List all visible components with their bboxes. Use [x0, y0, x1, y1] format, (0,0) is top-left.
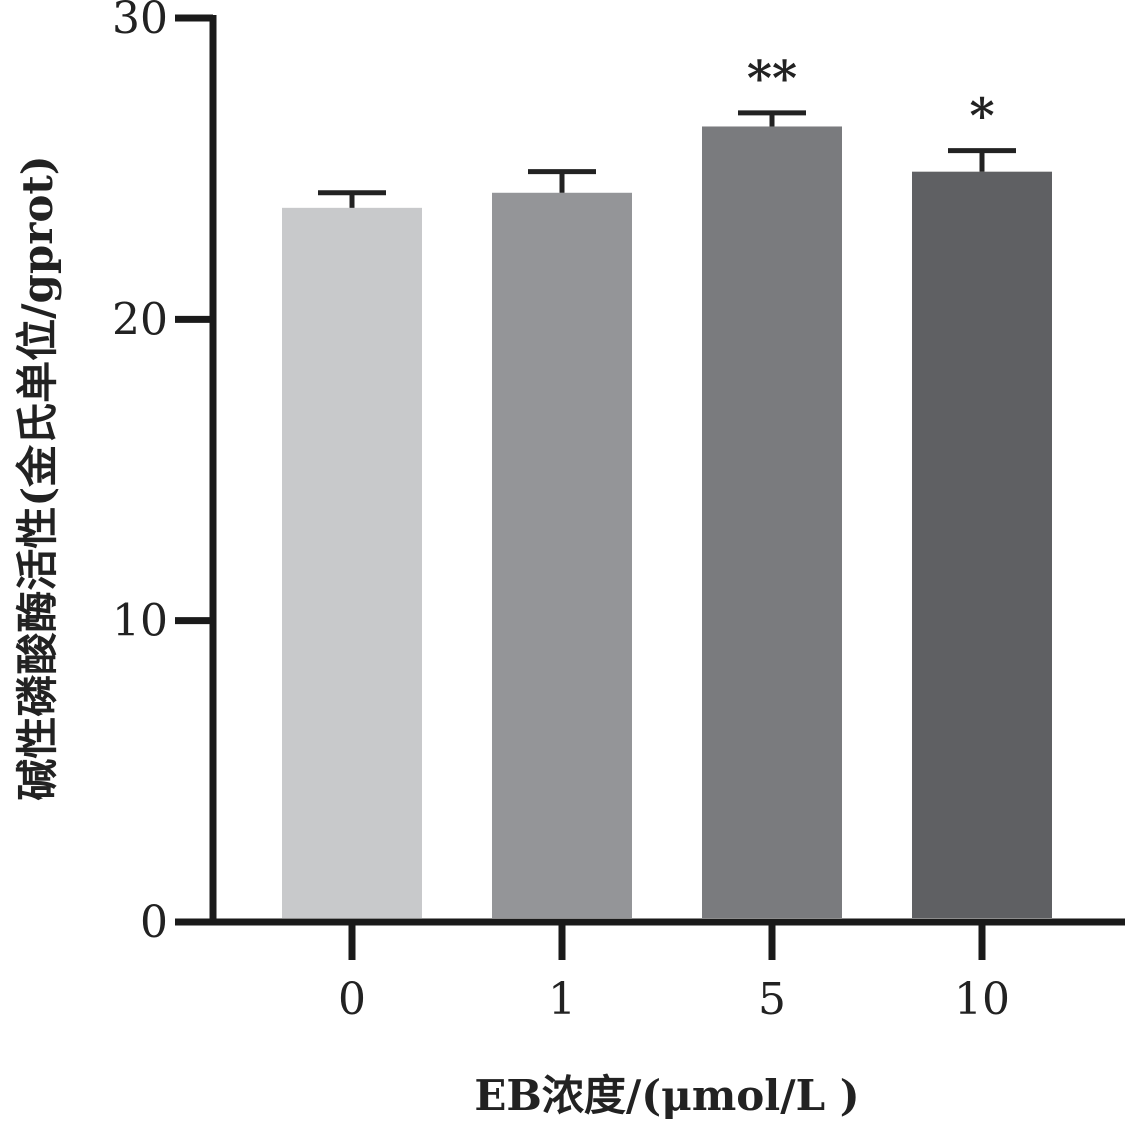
y-tick-label: 10 — [112, 596, 168, 647]
significance-label-10: * — [969, 89, 994, 145]
x-axis-title: EB浓度/(μmol/L ) — [474, 1071, 859, 1120]
bar-5 — [702, 126, 842, 919]
y-axis-title: 碱性磷酸酶活性(金氏单位/gprot) — [13, 155, 62, 800]
chart-ticks: 0 10 20 30 0 1 5 10 — [112, 0, 1010, 1025]
chart-axes — [175, 15, 1125, 926]
bar-1 — [492, 192, 632, 919]
x-tick-label: 1 — [548, 974, 576, 1025]
chart-marks: *** — [282, 51, 1052, 919]
y-tick-label: 20 — [112, 294, 168, 345]
x-tick-label: 10 — [954, 974, 1010, 1025]
y-tick-label: 0 — [140, 897, 168, 948]
x-tick-label: 0 — [338, 974, 366, 1025]
bar-10 — [912, 171, 1052, 918]
significance-label-5: ** — [747, 51, 797, 107]
bar-0 — [282, 207, 422, 919]
y-tick-label: 30 — [112, 0, 168, 44]
x-tick-label: 5 — [758, 974, 786, 1025]
